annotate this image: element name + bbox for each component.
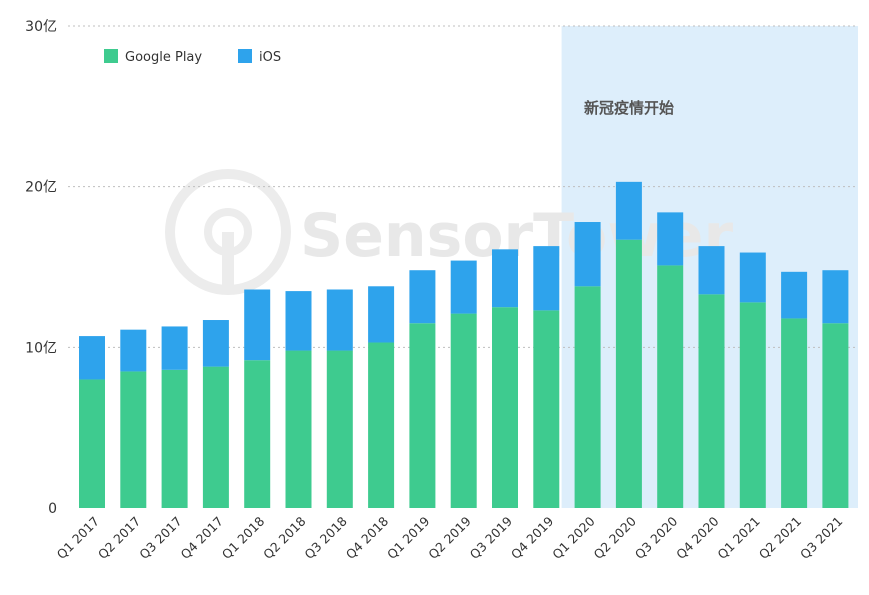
covid-annotation-label: 新冠疫情开始 [584, 99, 674, 117]
bar-google-play [574, 286, 601, 508]
bar-ios [120, 329, 147, 372]
x-tick-label: Q4 2019 [508, 513, 557, 562]
x-tick-label: Q2 2019 [425, 513, 474, 562]
bar-google-play [739, 302, 766, 508]
x-tick-label: Q3 2018 [301, 513, 350, 562]
x-tick-label: Q2 2018 [260, 513, 309, 562]
bar-google-play [202, 366, 229, 508]
bar-ios [161, 326, 188, 370]
bar-ios [822, 270, 849, 324]
bar-google-play [657, 265, 684, 508]
bar-ios [368, 286, 395, 343]
bar-ios [615, 181, 642, 240]
x-tick-label: Q3 2017 [136, 514, 184, 562]
bar-google-play [285, 350, 312, 508]
bar-ios [781, 271, 808, 319]
y-tick-label: 0 [48, 501, 57, 517]
bar-google-play [450, 313, 477, 508]
x-tick-label: Q1 2018 [219, 513, 268, 562]
bar-ios [202, 320, 229, 367]
legend: Google Play iOS [104, 49, 281, 65]
bar-ios [698, 246, 725, 295]
x-tick-label: Q4 2017 [178, 514, 226, 562]
x-tick-label: Q1 2021 [714, 514, 762, 562]
bar-ios [450, 260, 477, 314]
bar-google-play [244, 360, 271, 508]
bar-ios [244, 289, 271, 361]
bar-google-play [368, 342, 395, 508]
x-tick-label: Q2 2021 [756, 514, 804, 562]
x-tick-label: Q1 2019 [384, 513, 433, 562]
legend-swatch-google-play [104, 49, 118, 63]
x-tick-label: Q2 2017 [95, 514, 143, 562]
bar-google-play [79, 379, 105, 508]
bar-google-play [161, 369, 188, 508]
x-tick-label: Q1 2017 [54, 514, 102, 562]
x-tick-label: Q3 2021 [797, 514, 845, 562]
y-axis-ticks: 0 10亿 20亿 30亿 [25, 19, 57, 517]
x-tick-label: Q3 2020 [632, 513, 681, 562]
bars [79, 181, 849, 509]
y-tick-label: 20亿 [25, 180, 57, 196]
bar-google-play [326, 350, 353, 508]
x-tick-label: Q3 2019 [467, 513, 516, 562]
bar-google-play [822, 323, 849, 508]
bar-ios [657, 212, 684, 266]
bar-google-play [533, 310, 560, 508]
y-tick-label: 10亿 [25, 340, 57, 356]
bar-ios [492, 249, 518, 308]
bar-ios [574, 222, 601, 287]
bar-google-play [120, 371, 147, 508]
x-tick-label: Q2 2020 [591, 513, 640, 562]
bar-google-play [492, 307, 518, 508]
legend-label-ios: iOS [259, 50, 281, 65]
bar-ios [326, 289, 353, 351]
bar-ios [285, 291, 312, 351]
bar-google-play [698, 294, 725, 508]
x-tick-label: Q1 2020 [549, 513, 598, 562]
legend-label-google-play: Google Play [125, 50, 202, 65]
legend-swatch-ios [238, 49, 252, 63]
bar-google-play [781, 318, 808, 508]
bar-ios [79, 336, 105, 380]
x-tick-label: Q4 2018 [343, 513, 392, 562]
x-tick-label: Q4 2020 [673, 513, 722, 562]
bar-google-play [409, 323, 436, 508]
bar-ios [739, 252, 766, 303]
bar-google-play [615, 239, 642, 509]
bar-ios [409, 270, 436, 324]
y-tick-label: 30亿 [25, 19, 57, 35]
bar-ios [533, 246, 560, 311]
